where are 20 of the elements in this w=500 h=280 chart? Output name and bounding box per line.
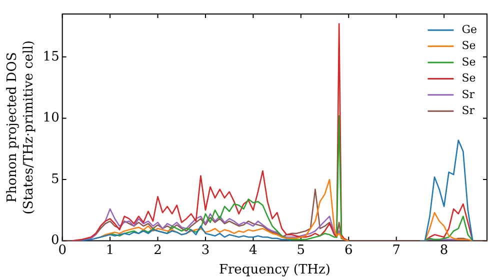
x-tick-label: 8 bbox=[440, 242, 448, 258]
y-tick-label: 0 bbox=[51, 233, 60, 248]
y-tick-label: 5 bbox=[51, 172, 60, 187]
legend-label: Se bbox=[462, 39, 476, 52]
x-tick-label: 1 bbox=[106, 242, 114, 258]
legend-label: Se bbox=[462, 72, 476, 85]
x-tick-label: 7 bbox=[392, 242, 400, 258]
x-tick-label: 6 bbox=[344, 242, 353, 258]
y-axis-title: Phonon projected DOS (States/THz·primitive cell) bbox=[4, 40, 37, 214]
y-tick-label: 15 bbox=[42, 49, 60, 64]
legend-label: Sr bbox=[462, 104, 476, 117]
legend-label: Sr bbox=[462, 88, 476, 101]
x-tick-label: 4 bbox=[249, 242, 258, 258]
x-tick-label: 2 bbox=[154, 242, 162, 258]
y-tick-label: 10 bbox=[42, 110, 60, 126]
x-tick-label: 5 bbox=[296, 242, 306, 258]
x-axis-title: Frequency (THz) bbox=[218, 262, 330, 278]
legend-label: Se bbox=[462, 55, 476, 68]
x-tick-label: 3 bbox=[201, 242, 210, 258]
legend-label: Ge bbox=[462, 22, 477, 36]
